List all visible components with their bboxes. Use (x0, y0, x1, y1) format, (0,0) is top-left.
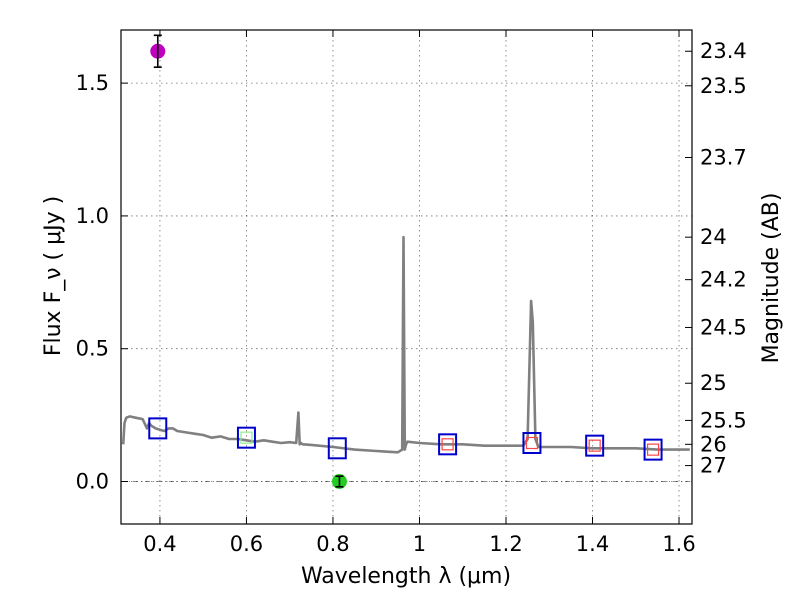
y-tick-label: 1.5 (76, 71, 109, 95)
model-spectrum-line (121, 235, 690, 454)
observed-photometry-marker (441, 438, 454, 451)
model-photometry-marker (236, 426, 256, 449)
model-photometry-marker (643, 438, 663, 461)
magnitude-tick-label: 26 (700, 432, 727, 456)
grid-lines (121, 30, 692, 524)
magnitude-tick-label: 24.2 (700, 268, 747, 292)
x-tick-label: 1.6 (662, 532, 695, 556)
x-tick-label: 0.4 (143, 532, 176, 556)
x-tick-label: 0.6 (230, 532, 263, 556)
x-tick-label: 0.8 (316, 532, 349, 556)
x-tick-label: 1.2 (489, 532, 522, 556)
x-axis-ticks: 0.4 0.6 0.8 1 1.2 1.4 1.6 (143, 30, 696, 556)
y-tick-label: 0.0 (76, 470, 109, 494)
model-photometry-marker (148, 417, 168, 440)
y-axis-label: Flux F_ν ( μJy ) (41, 196, 66, 356)
magnitude-tick-label: 25.5 (700, 408, 747, 432)
magnitude-axis-label: Magnitude (AB) (759, 193, 784, 364)
observed-photometry-marker (240, 431, 253, 444)
model-photometry-marker (327, 437, 347, 460)
magnitude-tick-label: 25 (700, 371, 727, 395)
magnitude-tick-label: 23.5 (700, 74, 747, 98)
magnitude-tick-label: 24 (700, 225, 727, 249)
x-tick-label: 1.4 (576, 532, 609, 556)
x-tick-label: 1 (413, 532, 426, 556)
data-series (121, 34, 690, 490)
observed-photometry-marker (646, 443, 660, 456)
model-photometry-marker (522, 431, 542, 454)
magnitude-tick-label: 24.5 (700, 315, 747, 339)
x-axis-label: Wavelength λ (μm) (301, 564, 511, 589)
y-axis-ticks: 0.0 0.5 1.0 1.5 (76, 71, 128, 494)
y-tick-label: 0.5 (76, 337, 109, 361)
magnitude-tick-label: 23.4 (700, 39, 747, 63)
magnitude-tick-label: 27 (700, 454, 727, 478)
model-photometry-marker (438, 433, 458, 456)
magnitude-tick-label: 23.7 (700, 145, 747, 169)
plot-frame (120, 29, 693, 525)
model-photometry-marker (585, 434, 605, 457)
observed-photometry-marker (588, 439, 601, 452)
y-tick-label: 1.0 (76, 204, 109, 228)
observed-photometry-marker (525, 436, 539, 450)
